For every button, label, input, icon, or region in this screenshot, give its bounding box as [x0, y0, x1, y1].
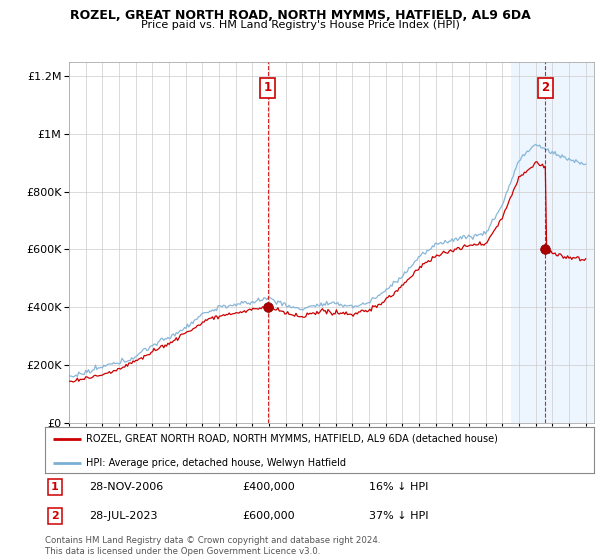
Text: 1: 1 [263, 81, 272, 94]
Text: 28-JUL-2023: 28-JUL-2023 [89, 511, 157, 521]
Text: 1: 1 [51, 482, 59, 492]
Text: £600,000: £600,000 [242, 511, 295, 521]
Text: ROZEL, GREAT NORTH ROAD, NORTH MYMMS, HATFIELD, AL9 6DA (detached house): ROZEL, GREAT NORTH ROAD, NORTH MYMMS, HA… [86, 434, 498, 444]
Text: 2: 2 [541, 81, 550, 94]
Text: HPI: Average price, detached house, Welwyn Hatfield: HPI: Average price, detached house, Welw… [86, 458, 346, 468]
Text: Contains HM Land Registry data © Crown copyright and database right 2024.
This d: Contains HM Land Registry data © Crown c… [45, 536, 380, 556]
Text: 37% ↓ HPI: 37% ↓ HPI [369, 511, 428, 521]
Text: £400,000: £400,000 [242, 482, 295, 492]
Text: 16% ↓ HPI: 16% ↓ HPI [369, 482, 428, 492]
Text: ROZEL, GREAT NORTH ROAD, NORTH MYMMS, HATFIELD, AL9 6DA: ROZEL, GREAT NORTH ROAD, NORTH MYMMS, HA… [70, 9, 530, 22]
Text: Price paid vs. HM Land Registry's House Price Index (HPI): Price paid vs. HM Land Registry's House … [140, 20, 460, 30]
Text: 28-NOV-2006: 28-NOV-2006 [89, 482, 163, 492]
Text: 2: 2 [51, 511, 59, 521]
Bar [511, 62, 594, 423]
